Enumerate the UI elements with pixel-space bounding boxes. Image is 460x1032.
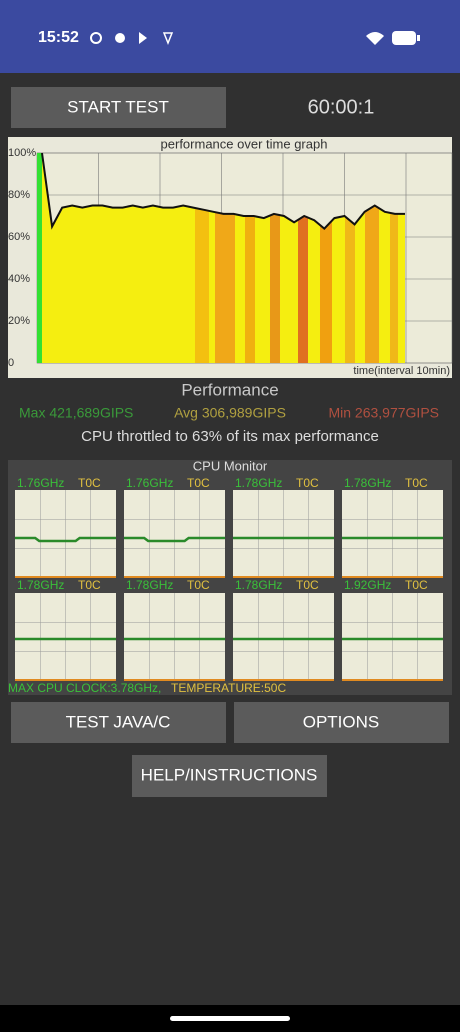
- core-freq: 1.78GHz: [17, 578, 64, 592]
- core-freq: 1.78GHz: [126, 578, 173, 592]
- heat-stripe: [245, 153, 255, 363]
- throttle-text: CPU throttled to 63% of its max performa…: [81, 428, 379, 445]
- status-icon: [162, 32, 174, 46]
- battery-tip: [417, 35, 420, 41]
- core-temp: T0C: [187, 578, 210, 592]
- heat-stripe: [345, 153, 355, 363]
- core-freq: 1.78GHz: [344, 476, 391, 490]
- core-freq: 1.92GHz: [344, 578, 391, 592]
- start-button[interactable]: [11, 87, 226, 128]
- status-icon: [115, 33, 125, 43]
- core-freq: 1.76GHz: [126, 476, 173, 490]
- test-button[interactable]: [11, 702, 226, 743]
- battery-icon: [392, 31, 416, 45]
- max-gips: Max 421,689GIPS: [19, 405, 133, 421]
- core-temp: T0C: [405, 578, 428, 592]
- y-tick-label: 0: [8, 357, 14, 369]
- wifi-icon: [366, 32, 384, 45]
- core-temp: T0C: [78, 578, 101, 592]
- core-line: [15, 536, 116, 543]
- temperature: TEMPERATURE:50C: [171, 681, 286, 695]
- timer: 60:00:1: [308, 96, 375, 118]
- start-bar: [37, 153, 42, 363]
- core-freq: 1.78GHz: [235, 578, 282, 592]
- help-button-label[interactable]: HELP/INSTRUCTIONS: [141, 765, 318, 784]
- core-freq: 1.78GHz: [235, 476, 282, 490]
- y-tick-label: 80%: [8, 189, 30, 201]
- max-cpu-clock: MAX CPU CLOCK:3.78GHz,: [8, 681, 161, 695]
- y-tick-label: 100%: [8, 147, 36, 159]
- clock: 15:52: [38, 29, 79, 46]
- core-freq: 1.76GHz: [17, 476, 64, 490]
- core-temp: T0C: [187, 476, 210, 490]
- heat-stripe: [390, 153, 398, 363]
- y-tick-label: 20%: [8, 315, 30, 327]
- core-temp: T0C: [296, 476, 319, 490]
- start-button-label[interactable]: START TEST: [67, 97, 169, 116]
- options-button-label[interactable]: OPTIONS: [303, 712, 380, 731]
- help-button[interactable]: [132, 755, 327, 797]
- y-tick-label: 60%: [8, 231, 30, 243]
- status-icon: [139, 32, 147, 44]
- core-temp: T0C: [296, 578, 319, 592]
- avg-gips: Avg 306,989GIPS: [174, 405, 286, 421]
- y-tick-label: 40%: [8, 273, 30, 285]
- settings-icon: [90, 32, 102, 44]
- core-line: [124, 536, 225, 543]
- min-gips: Min 263,977GIPS: [328, 405, 439, 421]
- core-temp: T0C: [78, 476, 101, 490]
- line: [41, 152, 405, 230]
- core-temp: T0C: [405, 476, 428, 490]
- home-indicator[interactable]: [170, 1016, 290, 1021]
- cpu-monitor-title: CPU Monitor: [193, 458, 268, 473]
- heat-stripe: [298, 153, 308, 363]
- graph-title: performance over time graph: [161, 136, 328, 151]
- performance-title: Performance: [181, 380, 278, 399]
- heat-stripe: [270, 153, 280, 363]
- test-button-label[interactable]: TEST JAVA/C: [66, 712, 171, 731]
- options-button[interactable]: [234, 702, 449, 743]
- x-axis-label: time(interval 10min): [353, 365, 450, 377]
